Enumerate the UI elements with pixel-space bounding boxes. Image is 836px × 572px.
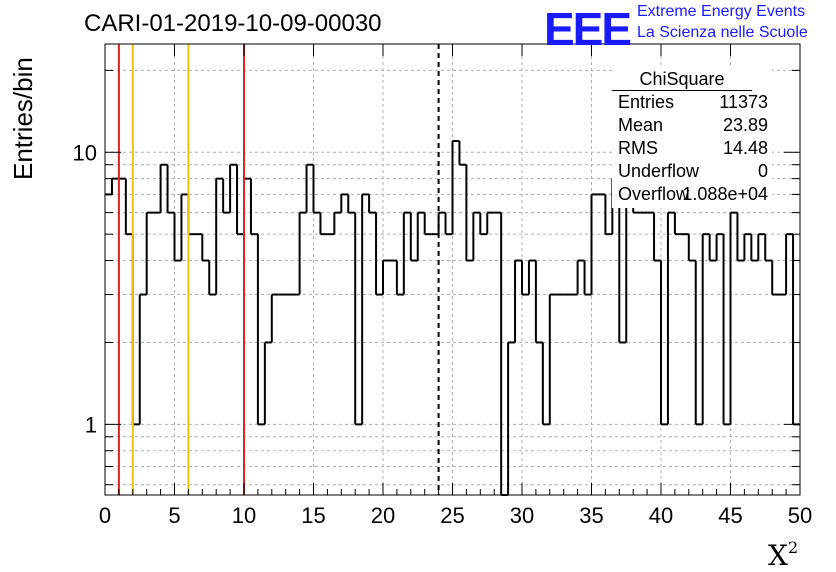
x-tick-label: 35: [579, 503, 603, 528]
threshold-lines: [117, 44, 440, 495]
x-tick-label: 20: [371, 503, 395, 528]
x-tick-label: 30: [510, 503, 534, 528]
logo-line-1: Extreme Energy Events: [637, 3, 806, 20]
y-axis: 1 10: [73, 69, 800, 486]
stats-row-entries: Entries 11373: [618, 92, 768, 112]
x-tick-label: 0: [99, 503, 111, 528]
x-tick-label: 10: [232, 503, 256, 528]
y-tick-label: 10: [73, 140, 97, 165]
x-tick-label: 40: [649, 503, 673, 528]
x-tick-label: 25: [440, 503, 464, 528]
x-tick-label: 45: [718, 503, 742, 528]
x-tick-label: 15: [301, 503, 325, 528]
x-axis-label: X2: [768, 538, 798, 572]
y-axis-label: Entries/bin: [8, 57, 38, 180]
stats-row-overflow: Overflow 1.088e+04: [618, 184, 768, 204]
x-axis: 0 5 10 15 20 25 30 35 40 45 50: [99, 44, 812, 528]
eee-logo-mark: EEE: [544, 3, 632, 55]
stats-row-rms: RMS 14.48: [618, 138, 768, 158]
stats-row-underflow: Underflow 0: [618, 161, 768, 181]
stats-row-mean: Mean 23.89: [618, 115, 768, 135]
chart-title: CARI-01-2019-10-09-00030: [84, 10, 382, 37]
y-tick-label: 1: [85, 412, 97, 437]
logo-line-2: La Scienza nelle Scuole: [637, 24, 808, 41]
x-axis-label-base: X: [768, 539, 788, 572]
x-tick-label: 50: [788, 503, 812, 528]
stats-box: ChiSquare Entries 11373 Mean 23.89 RMS 14.4…: [612, 68, 772, 208]
stats-title: ChiSquare: [612, 68, 752, 91]
x-axis-label-superscript: 2: [787, 538, 799, 557]
x-tick-label: 5: [168, 503, 180, 528]
